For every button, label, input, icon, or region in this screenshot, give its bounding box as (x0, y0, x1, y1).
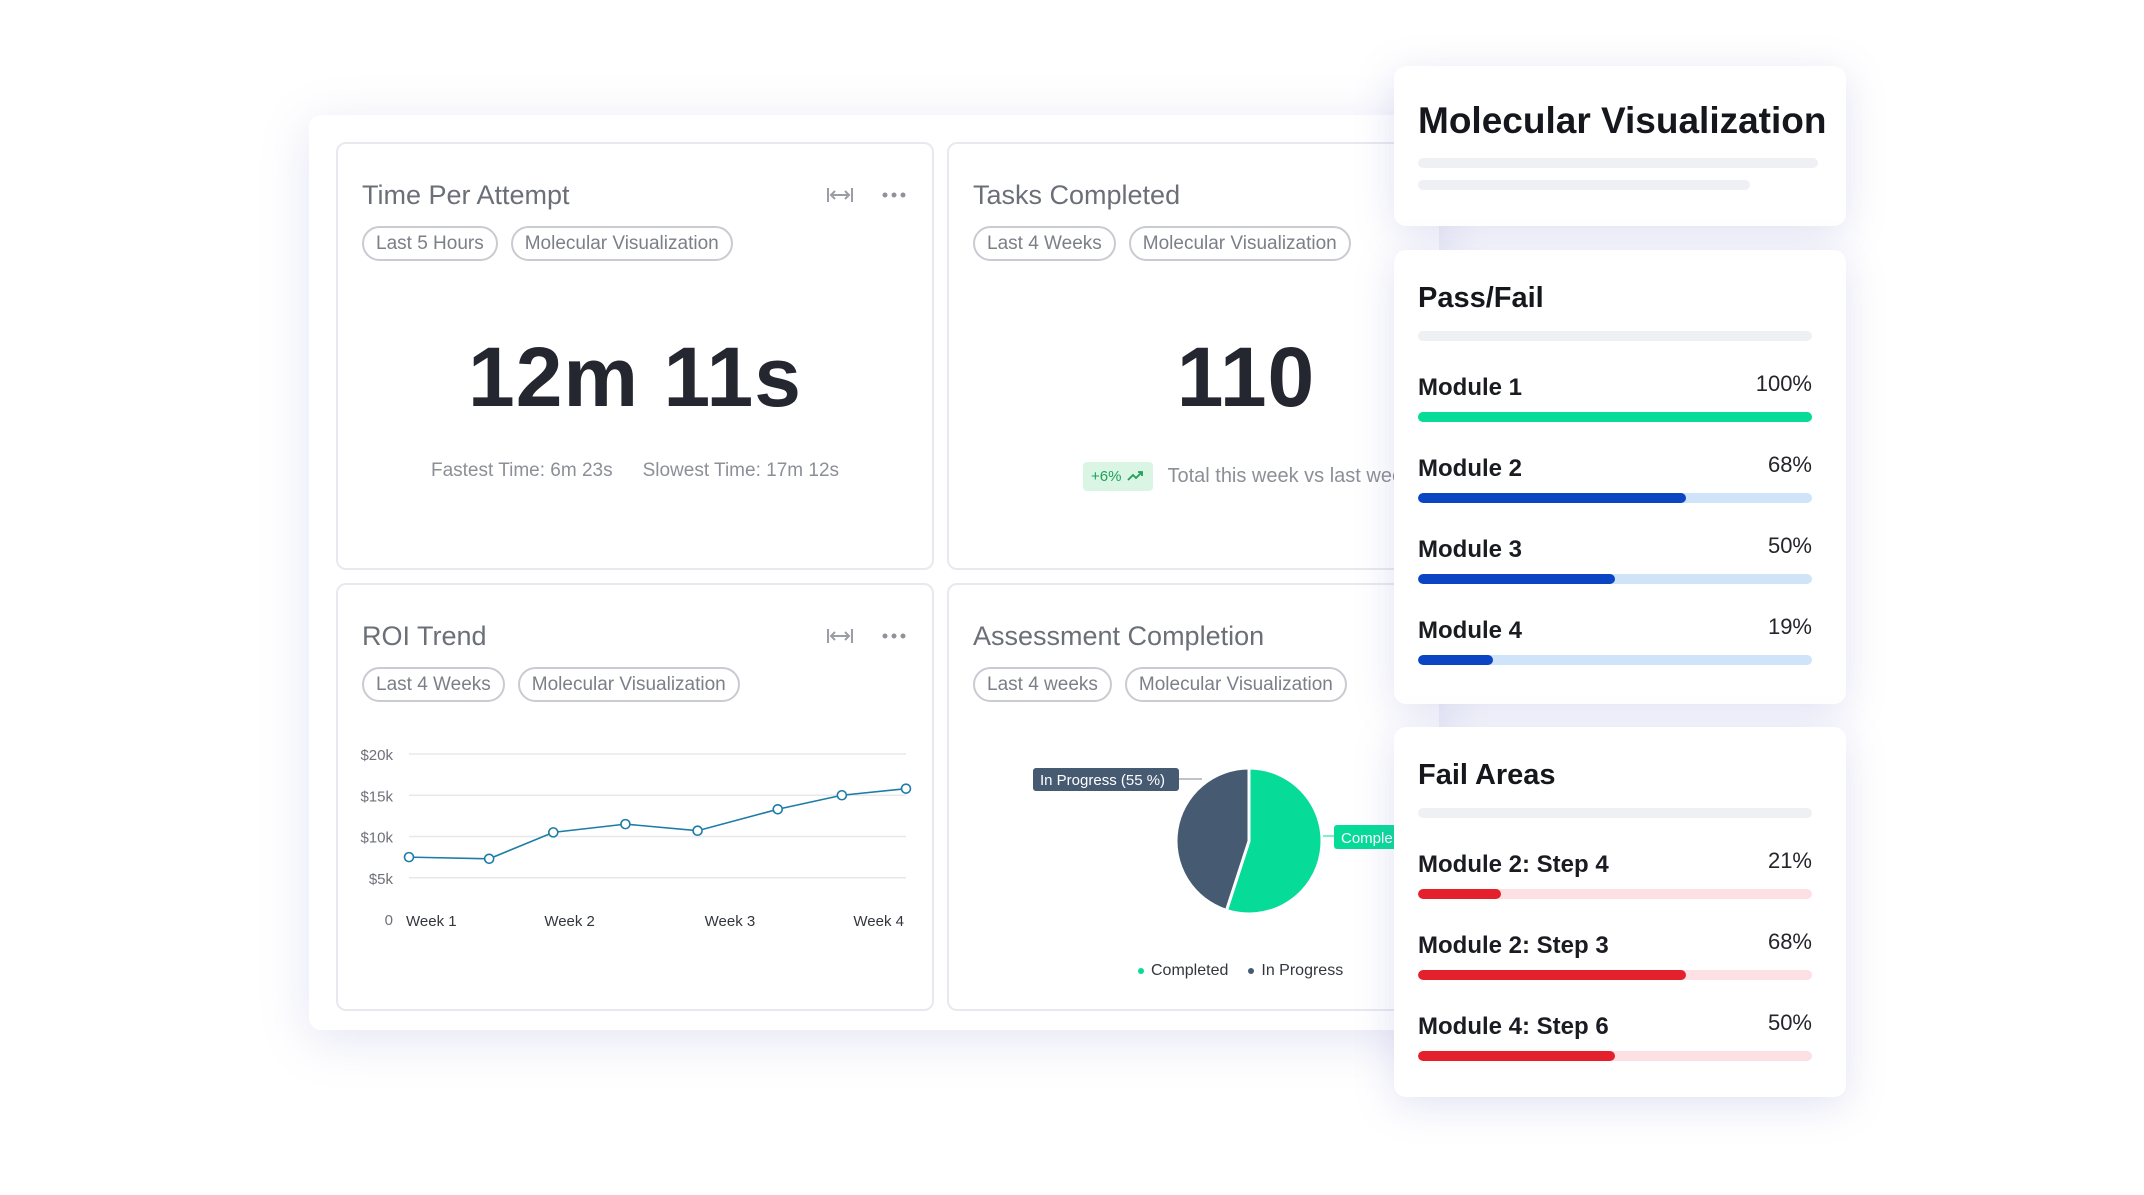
row-percent: 68% (1767, 929, 1812, 954)
row-label: Module 4: Step 6 (1418, 1013, 1609, 1040)
data-point (836, 789, 848, 801)
progress-fill (1418, 412, 1812, 422)
row-label: Module 4 (1418, 617, 1523, 644)
row-percent: 100% (1755, 371, 1812, 396)
x-tick-label: Week 2 (544, 913, 595, 930)
skeleton-line (1418, 158, 1818, 168)
progress-fill (1418, 889, 1501, 899)
dashboard-panel: Time Per Attempt Last 5 Hours Molecular … (309, 115, 1439, 1030)
callout-completed-label: Comple (1341, 830, 1393, 847)
slowest-time: Slowest Time: 17m 12s (642, 460, 840, 481)
filter-chip-timeframe[interactable]: Last 4 Weeks (362, 667, 505, 702)
progress-bar (1418, 493, 1812, 503)
row-percent: 50% (1767, 1010, 1812, 1035)
page-title: Molecular Visualization (1418, 100, 1827, 141)
more-dots-icon[interactable] (882, 192, 906, 198)
delta-value: +6% (1091, 468, 1122, 485)
assessment-completion-card: Assessment Completion Last 4 weeks Molec… (947, 583, 1439, 1011)
roi-line-chart: 0 $5k $10k $15k $20k Week 1 Week 2 Week 3 Week 4 (360, 747, 912, 930)
progress-bar (1418, 412, 1812, 422)
row-percent: 21% (1767, 848, 1812, 873)
filter-chip-timeframe[interactable]: Last 4 Weeks (973, 226, 1116, 261)
roi-trend-card: ROI Trend Last 4 Weeks Molecular Visuali… (336, 583, 934, 1011)
x-tick-label: Week 1 (406, 913, 457, 930)
progress-bar (1418, 1051, 1812, 1061)
row-percent: 68% (1767, 452, 1812, 477)
filter-chip-timeframe[interactable]: Last 4 weeks (973, 667, 1112, 702)
filter-chip-module[interactable]: Molecular Visualization (1128, 226, 1351, 261)
molecular-visualization-card: Molecular Visualization (1394, 66, 1846, 226)
tasks-completed-value: 110 (1176, 330, 1316, 424)
fastest-time: Fastest Time: 6m 23s (430, 460, 613, 481)
legend-item-completed: Completed (1138, 962, 1228, 980)
pie-slice-in-progress (1174, 766, 1251, 913)
filter-chip-timeframe[interactable]: Last 5 Hours (362, 226, 498, 261)
section-title: Fail Areas (1418, 759, 1556, 791)
row-percent: 19% (1767, 614, 1812, 639)
y-tick-label: $5k (369, 871, 394, 888)
more-dots-icon[interactable] (882, 633, 906, 639)
y-tick-label: $20k (360, 747, 393, 764)
card-title: Assessment Completion (973, 621, 1265, 651)
y-tick-label: 0 (385, 912, 393, 929)
card-title: Time Per Attempt (362, 180, 570, 210)
row-label: Module 3 (1418, 536, 1523, 563)
row-percent: 50% (1767, 533, 1812, 558)
progress-bar (1418, 574, 1812, 584)
skeleton-line (1418, 180, 1750, 190)
callout-in-progress-bg (1033, 768, 1179, 791)
progress-fill (1418, 493, 1686, 503)
progress-fill (1418, 655, 1493, 665)
time-per-attempt-value: 12m 11s (468, 330, 802, 424)
skeleton-line (1418, 331, 1812, 341)
row-label: Module 1 (1418, 374, 1523, 401)
x-tick-label: Week 4 (853, 913, 904, 930)
data-point (772, 803, 784, 815)
data-point (692, 825, 703, 837)
fail-areas-card: Fail Areas Module 2: Step 4 21% Module 2: … (1394, 727, 1846, 1097)
filter-chip-module[interactable]: Molecular Visualization (517, 667, 740, 702)
progress-fill (1418, 1051, 1615, 1061)
row-label: Module 2: Step 3 (1418, 932, 1609, 959)
progress-bar (1418, 889, 1812, 899)
card-title: Tasks Completed (973, 180, 1181, 210)
callout-in-progress-label: In Progress (55 %) (1040, 772, 1165, 789)
section-title: Pass/Fail (1418, 282, 1544, 314)
roi-series-line (408, 787, 907, 860)
delta-description: Total this week vs last week (1167, 465, 1414, 487)
y-tick-label: $10k (360, 830, 393, 847)
data-point (403, 851, 415, 863)
data-point (483, 853, 495, 865)
progress-fill (1418, 970, 1686, 980)
data-point (900, 783, 912, 794)
row-label: Module 2: Step 4 (1418, 851, 1609, 878)
x-tick-label: Week 3 (705, 913, 756, 930)
expand-horizontal-icon[interactable] (826, 186, 854, 204)
progress-fill (1418, 574, 1615, 584)
row-label: Module 2 (1418, 455, 1523, 482)
filter-chip-module[interactable]: Molecular Visualization (510, 226, 733, 261)
pass-fail-card: Pass/Fail Module 1 100% Module 2 68% Module … (1394, 250, 1846, 704)
skeleton-line (1418, 808, 1812, 818)
legend-item-in-progress: In Progress (1248, 962, 1343, 980)
progress-bar (1418, 655, 1812, 665)
tasks-completed-card: Tasks Completed Last 4 Weeks Molecular V… (947, 142, 1439, 570)
pie-legend: Completed In Progress (1138, 962, 1343, 980)
assessment-pie-chart: In Progress (55 %) Comple (1033, 766, 1434, 916)
card-title: ROI Trend (362, 621, 487, 651)
y-tick-label: $15k (360, 788, 393, 805)
data-point (620, 818, 631, 830)
expand-horizontal-icon[interactable] (826, 627, 854, 645)
progress-bar (1418, 970, 1812, 980)
time-per-attempt-card: Time Per Attempt Last 5 Hours Molecular … (336, 142, 934, 570)
delta-badge: +6% (1083, 462, 1154, 491)
trend-up-icon (1127, 468, 1145, 485)
filter-chip-module[interactable]: Molecular Visualization (1124, 667, 1347, 702)
data-point (547, 827, 559, 838)
